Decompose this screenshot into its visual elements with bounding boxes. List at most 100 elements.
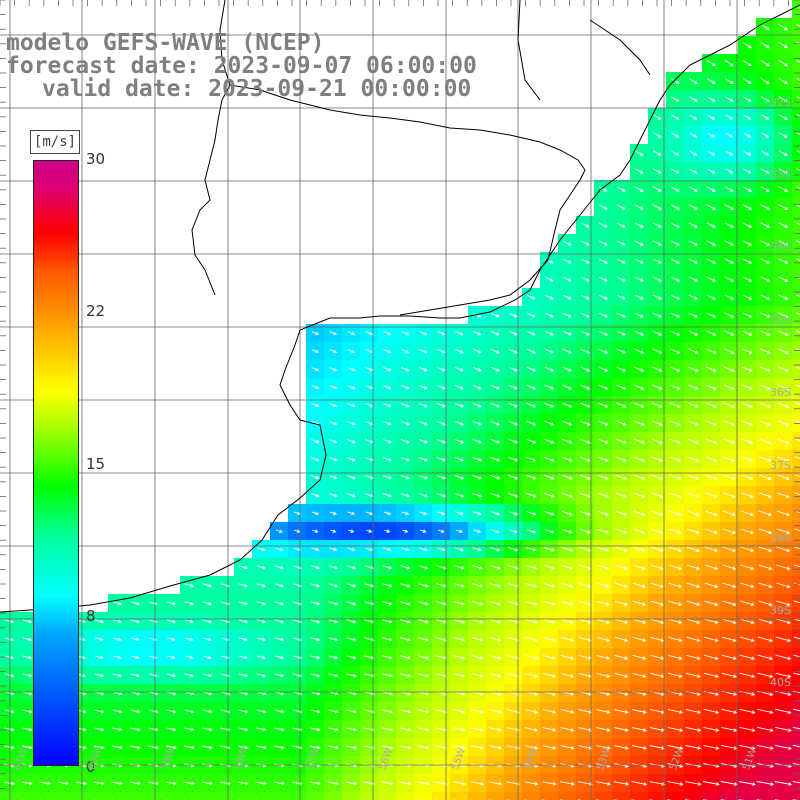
wind-arrow — [166, 727, 177, 732]
wind-cell — [450, 792, 469, 800]
wind-arrow — [452, 781, 466, 786]
wind-arrow — [776, 582, 791, 589]
wind-arrow — [688, 240, 699, 246]
wind-cell — [54, 792, 73, 800]
wind-arrow — [111, 781, 123, 786]
wind-arrow — [399, 655, 412, 660]
wind-arrow — [687, 492, 700, 498]
wind-arrow — [542, 636, 556, 642]
wind-arrow — [616, 204, 626, 210]
wind-arrow — [706, 348, 717, 354]
wind-arrow — [524, 745, 539, 750]
wind-arrow — [562, 348, 573, 354]
wind-arrow — [113, 655, 122, 660]
wind-arrow — [706, 294, 717, 300]
wind-arrow — [793, 708, 800, 712]
wind-arrow — [632, 709, 647, 714]
wind-cell — [792, 450, 800, 469]
wind-arrow — [327, 745, 340, 750]
wind-arrow — [760, 276, 771, 282]
wind-arrow — [688, 222, 699, 228]
wind-arrow — [578, 727, 593, 732]
wind-arrow — [778, 276, 789, 282]
wind-arrow — [741, 402, 754, 408]
wind-arrow — [743, 114, 752, 120]
wind-arrow — [652, 114, 662, 120]
wind-arrow — [742, 60, 753, 67]
wind-arrow — [417, 637, 429, 642]
wind-arrow — [454, 474, 465, 480]
wind-arrow — [399, 781, 412, 786]
wind-arrow — [741, 384, 753, 390]
wind-arrow — [597, 510, 610, 516]
wind-arrow — [760, 186, 771, 192]
wind-arrow — [722, 564, 737, 571]
wind-arrow — [685, 745, 702, 750]
wind-arrow — [453, 583, 466, 588]
wind-arrow — [670, 222, 681, 228]
wind-arrow — [417, 673, 430, 678]
wind-arrow — [399, 673, 412, 678]
wind-arrow — [454, 420, 465, 426]
wind-arrow — [756, 744, 774, 750]
wind-arrow — [470, 745, 484, 750]
wind-cell — [792, 54, 800, 73]
wind-arrow — [739, 726, 756, 732]
wind-arrow — [399, 709, 412, 714]
wind-arrow — [650, 636, 665, 642]
wind-arrow — [738, 781, 757, 786]
wind-arrow — [669, 384, 681, 390]
wind-arrow — [508, 384, 519, 390]
wind-arrow — [384, 529, 391, 533]
wind-arrow — [418, 402, 428, 408]
wind-arrow — [401, 348, 410, 354]
wind-arrow — [742, 168, 752, 174]
wind-arrow — [419, 547, 428, 552]
wind-arrow — [526, 366, 537, 372]
wind-cell — [792, 684, 800, 703]
wind-arrow — [778, 96, 788, 102]
latitude-label: 40S — [770, 676, 791, 689]
wind-arrow — [670, 330, 681, 336]
wind-arrow — [75, 781, 87, 786]
wind-arrow — [203, 655, 212, 660]
wind-arrow — [651, 402, 663, 408]
wind-arrow — [634, 204, 644, 210]
wind-arrow — [274, 745, 285, 750]
wind-arrow — [580, 438, 591, 444]
wind-arrow — [794, 546, 800, 550]
wind-arrow — [580, 276, 590, 282]
wind-cell — [162, 792, 181, 800]
wind-arrow — [721, 654, 738, 660]
wind-arrow — [774, 744, 793, 750]
wind-cell — [792, 324, 800, 343]
wind-arrow — [761, 150, 770, 156]
wind-arrow — [650, 600, 665, 606]
wind-arrow — [652, 132, 662, 138]
wind-arrow — [185, 655, 194, 660]
wind-arrow — [399, 727, 412, 732]
wind-cell — [792, 72, 800, 91]
wind-arrow — [130, 601, 141, 606]
wind-arrow — [776, 510, 791, 517]
wind-arrow — [22, 637, 33, 642]
wind-arrow — [311, 385, 320, 390]
colorbar-unit: [m/s] — [30, 130, 80, 154]
wind-arrow — [757, 672, 774, 679]
wind-arrow — [4, 637, 15, 642]
wind-arrow — [685, 781, 702, 786]
wind-cell — [792, 540, 800, 559]
wind-arrow — [759, 438, 772, 444]
wind-arrow — [706, 204, 717, 210]
wind-arrow — [775, 636, 792, 643]
wind-arrow — [778, 294, 789, 300]
wind-arrow — [760, 114, 770, 120]
wind-arrow — [579, 492, 591, 498]
wind-arrow — [795, 366, 800, 370]
wind-arrow — [776, 546, 791, 553]
wind-arrow — [687, 402, 699, 408]
wind-arrow — [562, 528, 573, 534]
wind-arrow — [526, 474, 537, 480]
wind-arrow — [614, 636, 629, 642]
wind-arrow — [383, 349, 392, 354]
